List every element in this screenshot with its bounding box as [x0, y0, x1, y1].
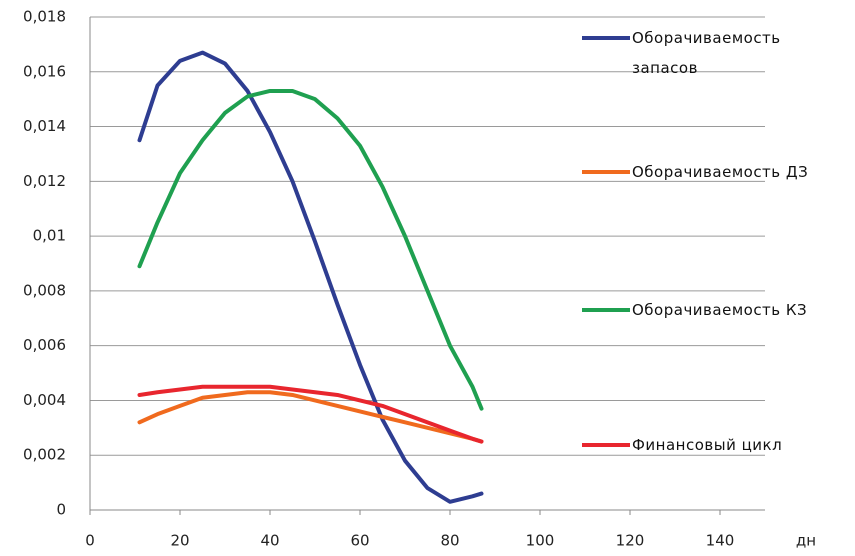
y-tick-label: 0 [56, 501, 66, 519]
y-tick-label: 0,002 [23, 446, 66, 464]
series-line [137, 50, 484, 504]
legend-label: Финансовый цикл [632, 436, 783, 454]
x-tick-label: 120 [616, 532, 645, 550]
y-tick-label: 0,01 [33, 227, 66, 245]
y-tick-label: 0,006 [23, 336, 66, 354]
y-tick-label: 0,014 [23, 117, 66, 135]
x-tick-label: 100 [526, 532, 555, 550]
y-tick-label: 0,012 [23, 172, 66, 190]
y-tick-label: 0,008 [23, 281, 66, 299]
x-tick-label: 20 [170, 532, 189, 550]
series-line [137, 390, 484, 444]
y-tick-label: 0,018 [23, 8, 66, 26]
y-tick-label: 0,004 [23, 391, 66, 409]
x-tick-label: 40 [260, 532, 279, 550]
x-tick-label: 60 [350, 532, 369, 550]
legend-label: Оборачиваемость запасов [632, 29, 781, 77]
y-tick-label: 0,016 [23, 62, 66, 80]
legend-label: Оборачиваемость КЗ [632, 301, 808, 319]
legend-label: Оборачиваемость ДЗ [632, 163, 809, 181]
x-tick-label: 0 [85, 532, 95, 550]
series-line [137, 88, 484, 411]
x-axis-label: дн [796, 532, 816, 550]
x-tick-label: 140 [706, 532, 735, 550]
series-line [137, 384, 484, 444]
x-tick-label: 80 [440, 532, 459, 550]
